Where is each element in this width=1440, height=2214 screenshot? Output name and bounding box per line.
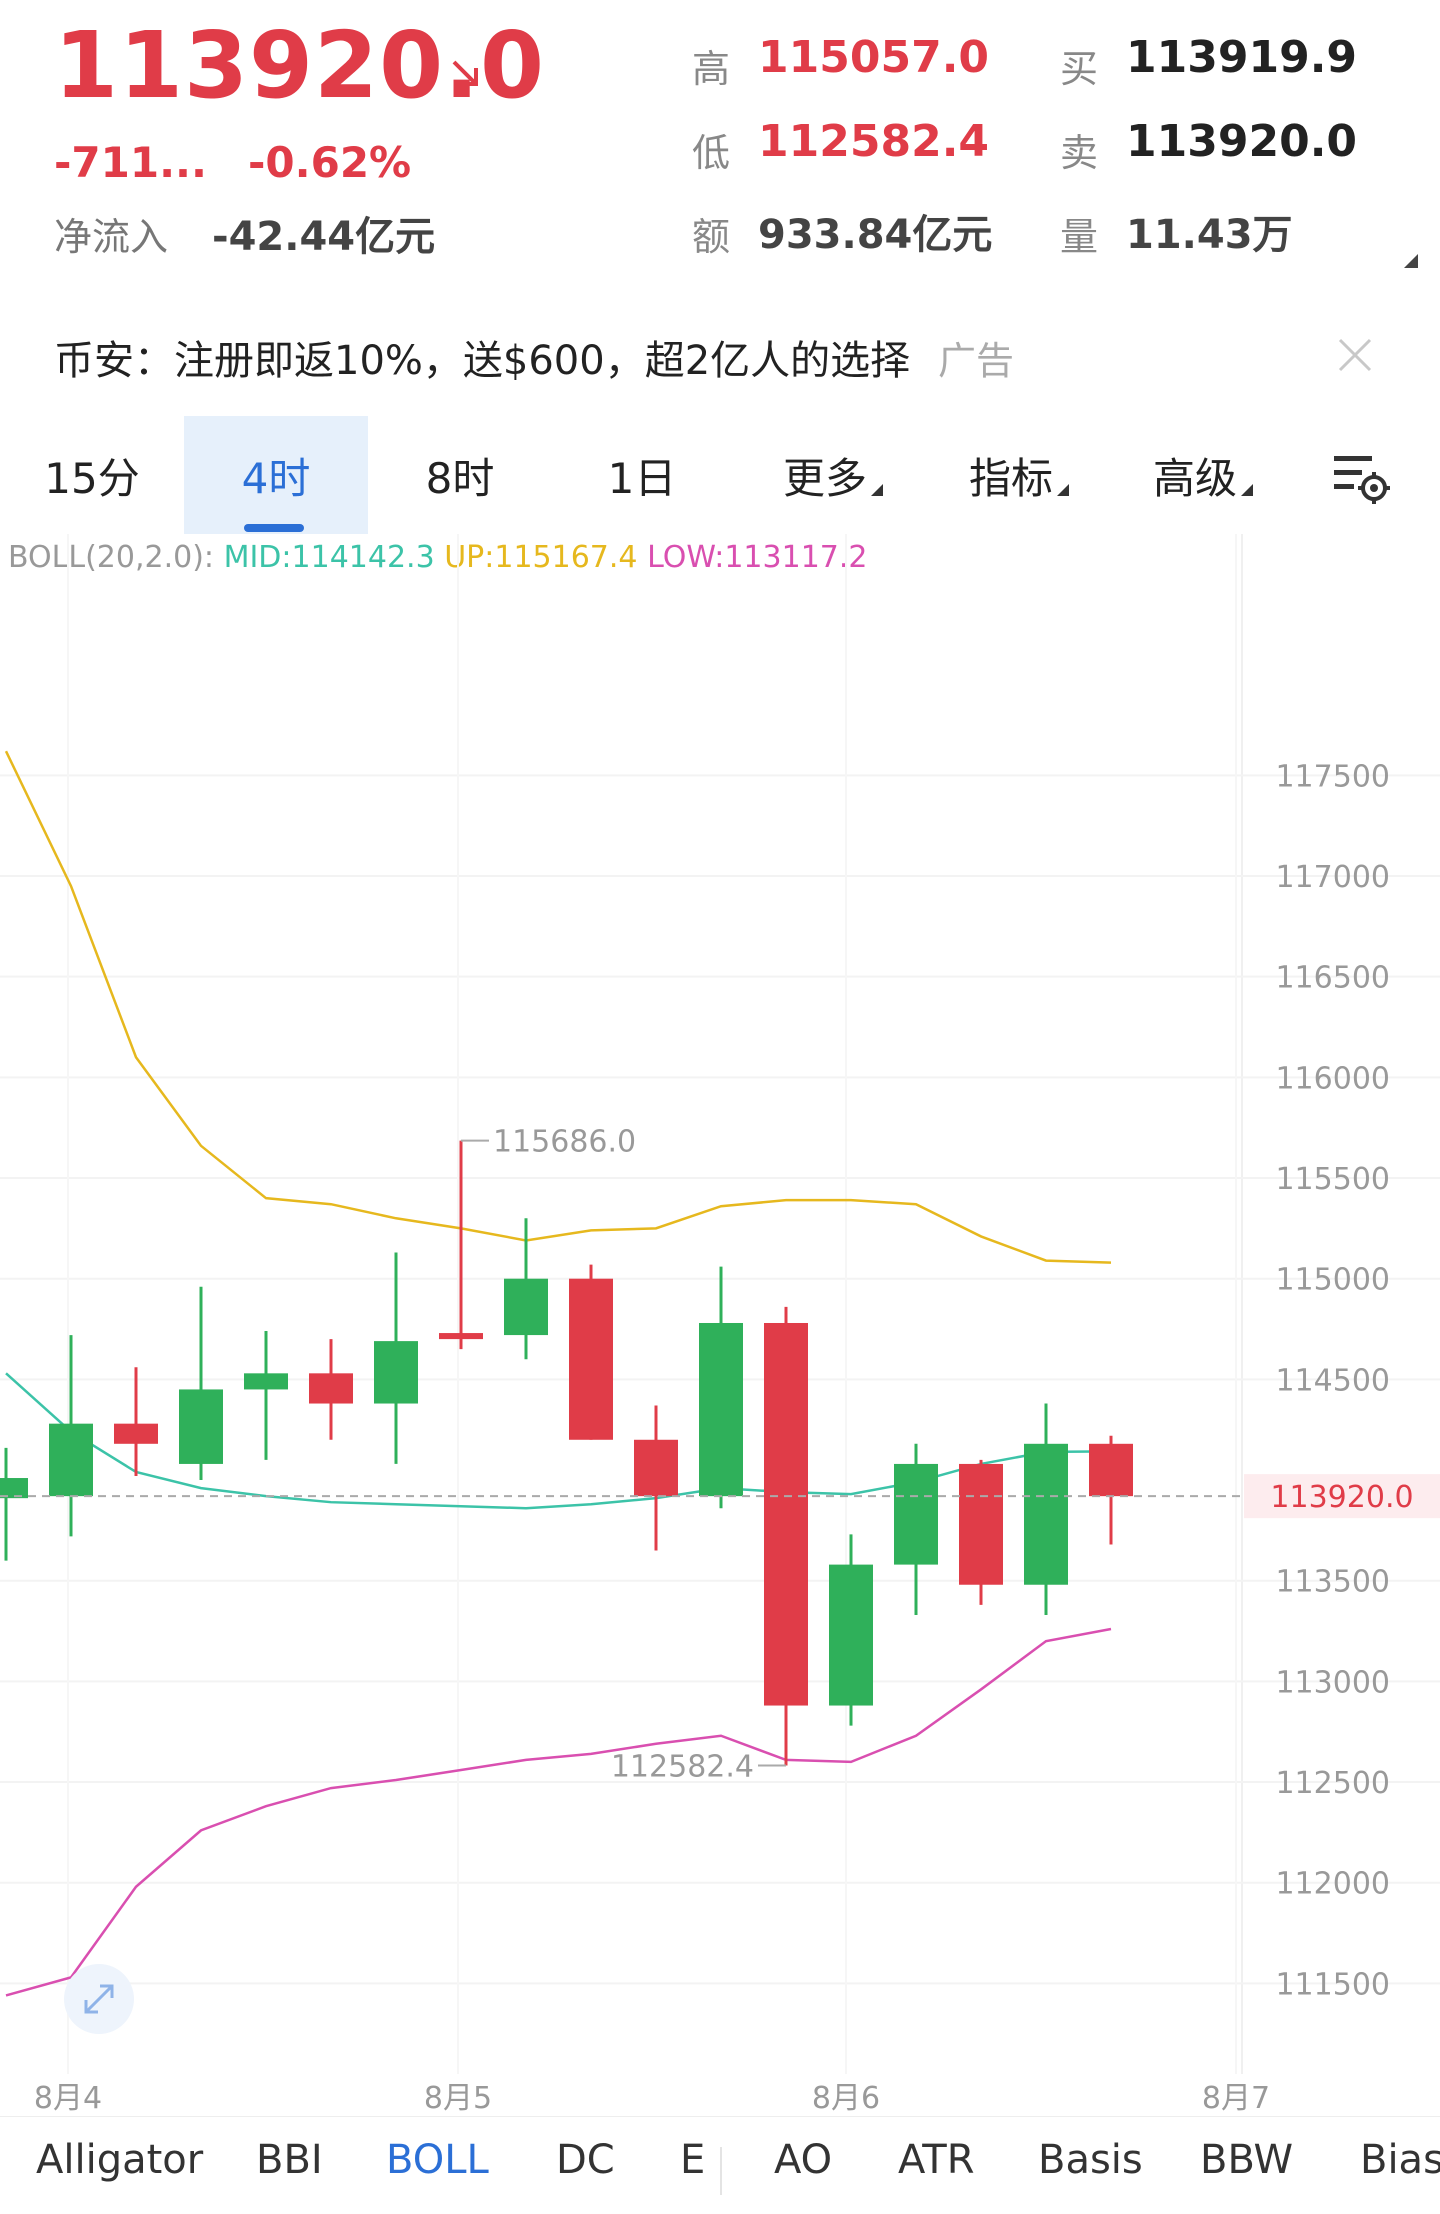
- y-tick-label: 112500: [1275, 1766, 1390, 1801]
- candle-body: [0, 1478, 28, 1499]
- tab-8h[interactable]: 8时: [425, 453, 495, 503]
- ask-label: 卖: [1060, 131, 1099, 175]
- candle-body: [114, 1423, 158, 1444]
- candle-body: [179, 1389, 223, 1464]
- y-tick-label: 112000: [1275, 1867, 1390, 1902]
- indicator-e[interactable]: E: [680, 2137, 706, 2183]
- tab-more[interactable]: 更多: [758, 416, 908, 534]
- dropdown-caret-icon: [1241, 484, 1253, 496]
- y-tick-label: 114500: [1275, 1363, 1390, 1398]
- last-price: 113920.0: [54, 12, 546, 119]
- arrow-down-right-icon: [452, 60, 478, 86]
- high-label: 高: [692, 47, 731, 91]
- candle-body: [309, 1373, 353, 1404]
- close-icon[interactable]: [1334, 334, 1376, 376]
- indicator-boll[interactable]: BOLL: [386, 2137, 489, 2183]
- candle-body: [374, 1341, 418, 1404]
- bid-label: 买: [1060, 47, 1099, 91]
- candle-body: [959, 1463, 1003, 1585]
- candle-body: [699, 1322, 743, 1497]
- amount-value: 933.84亿元: [758, 212, 993, 258]
- high-value: 115057.0: [758, 32, 990, 83]
- chart-settings-icon[interactable]: [1330, 450, 1392, 506]
- candle-body: [1089, 1443, 1133, 1497]
- active-tab-indicator: [244, 524, 304, 532]
- current-price-label: 113920.0: [1270, 1480, 1413, 1515]
- indicator-ao[interactable]: AO: [774, 2137, 833, 2183]
- y-tick-label: 116500: [1275, 961, 1390, 996]
- candlestick-chart[interactable]: 117500 117000 116500 116000 115500 115000 1145…: [0, 534, 1440, 2114]
- candle-body: [504, 1278, 548, 1336]
- indicator-alligator[interactable]: Alligator: [36, 2137, 204, 2183]
- candle-body: [829, 1564, 873, 1706]
- tab-15min[interactable]: 15分: [44, 453, 140, 503]
- candle-body: [49, 1423, 93, 1497]
- tab-1d[interactable]: 1日: [607, 453, 677, 503]
- indicator-divider: [720, 2147, 722, 2195]
- candle-body: [634, 1439, 678, 1497]
- ad-banner[interactable]: 币安：注册即返10%，送$600，超2亿人的选择 广告: [0, 318, 1440, 390]
- boll-legend: BOLL(20,2.0): MID:114142.3 UP:115167.4 L…: [8, 540, 868, 575]
- x-tick-label: 8月7: [1202, 2081, 1270, 2114]
- low-label: 低: [692, 131, 731, 175]
- boll-mid-line: [5, 1372, 1112, 1510]
- indicator-dc[interactable]: DC: [556, 2137, 615, 2183]
- indicator-bar: Alligator BBI BOLL DC E AO ATR Basis BBW…: [0, 2116, 1440, 2214]
- y-tick-label: 116000: [1275, 1061, 1390, 1096]
- boll-mid: MID:114142.3: [223, 540, 435, 575]
- min-price-label: 112582.4: [611, 1749, 754, 1784]
- indicator-bbw[interactable]: BBW: [1200, 2137, 1294, 2183]
- y-tick-label: 113000: [1275, 1665, 1390, 1700]
- volume-label: 量: [1060, 215, 1099, 259]
- candle-body: [569, 1278, 613, 1440]
- candle-body: [894, 1463, 938, 1565]
- boll-low: LOW:113117.2: [647, 540, 868, 575]
- boll-low-line: [5, 1627, 1112, 1997]
- x-tick-label: 8月4: [34, 2081, 102, 2114]
- tab-indicators[interactable]: 指标: [944, 416, 1094, 534]
- low-value: 112582.4: [758, 116, 990, 167]
- price-change-pct: -0.62%: [248, 138, 412, 187]
- indicator-basis[interactable]: Basis: [1038, 2137, 1143, 2183]
- expand-icon: [84, 1984, 114, 2014]
- fullscreen-button[interactable]: [64, 1964, 134, 2034]
- volume-value: 11.43万: [1126, 212, 1293, 258]
- tab-4h[interactable]: 4时: [184, 416, 368, 534]
- tab-advanced[interactable]: 高级: [1128, 416, 1278, 534]
- expand-quote-icon[interactable]: [1404, 254, 1418, 268]
- boll-name: BOLL(20,2.0):: [8, 540, 215, 575]
- netflow-label: 净流入: [54, 215, 169, 259]
- period-tabs: 15分 4时 8时 1日 更多 指标 高级: [0, 416, 1440, 534]
- amount-label: 额: [692, 215, 731, 259]
- ad-text[interactable]: 币安：注册即返10%，送$600，超2亿人的选择: [54, 338, 911, 384]
- indicator-bbi[interactable]: BBI: [256, 2137, 323, 2183]
- bid-value: 113919.9: [1126, 32, 1358, 83]
- dropdown-caret-icon: [871, 484, 883, 496]
- max-price-label: 115686.0: [493, 1125, 636, 1160]
- candle-body: [1024, 1443, 1068, 1585]
- dropdown-caret-icon: [1057, 484, 1069, 496]
- ask-value: 113920.0: [1126, 116, 1358, 167]
- y-tick-label: 117500: [1275, 759, 1390, 794]
- y-tick-label: 113500: [1275, 1565, 1390, 1600]
- ad-tag: 广告: [938, 339, 1015, 383]
- candle-body: [244, 1373, 288, 1390]
- indicator-bias[interactable]: Bias: [1360, 2137, 1440, 2183]
- y-tick-label: 115500: [1275, 1162, 1390, 1197]
- current-price-tag: [1244, 1474, 1440, 1519]
- boll-up: UP:115167.4: [444, 540, 638, 575]
- indicator-atr[interactable]: ATR: [898, 2137, 975, 2183]
- netflow-value: -42.44亿元: [212, 214, 436, 260]
- x-tick-label: 8月6: [812, 2081, 880, 2114]
- boll-up-line: [4, 750, 1112, 1264]
- y-tick-label: 111500: [1275, 1967, 1390, 2002]
- quote-header: 113920.0 -711... -0.62% 净流入 -42.44亿元 高 1…: [0, 0, 1440, 290]
- y-tick-label: 115000: [1275, 1263, 1390, 1298]
- price-change: -711...: [54, 138, 207, 187]
- candle-body: [764, 1322, 808, 1706]
- x-tick-label: 8月5: [424, 2081, 492, 2114]
- y-tick-label: 117000: [1275, 860, 1390, 895]
- candle-body: [439, 1333, 483, 1340]
